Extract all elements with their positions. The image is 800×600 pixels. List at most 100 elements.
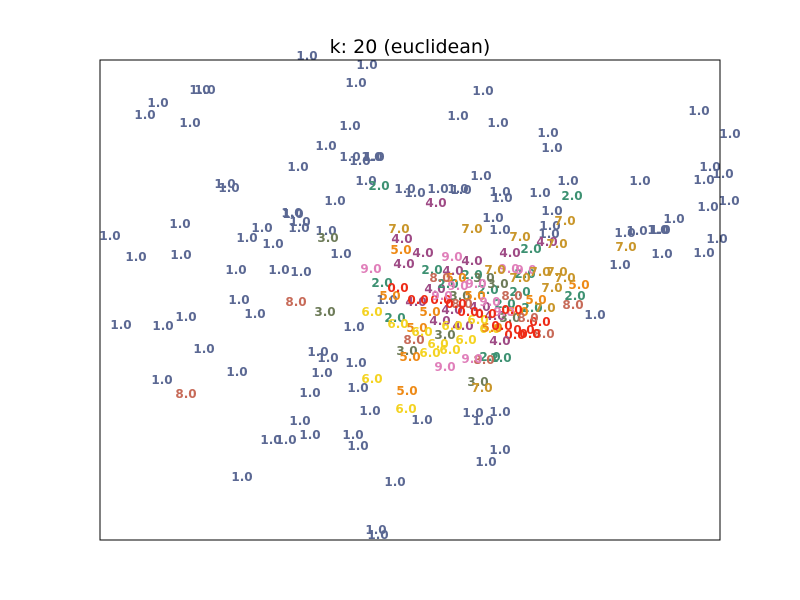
point-label: 7.0 — [615, 240, 636, 254]
point-label: 1.0 — [226, 365, 247, 379]
point-label: 1.0 — [169, 217, 190, 231]
point-label: 1.0 — [315, 224, 336, 238]
point-label: 8.0 — [429, 271, 450, 285]
point-label: 1.0 — [299, 386, 320, 400]
point-label: 1.0 — [147, 96, 168, 110]
point-label: 1.0 — [489, 185, 510, 199]
point-label: 7.0 — [471, 381, 492, 395]
point-label: 1.0 — [693, 173, 714, 187]
point-label: 7.0 — [461, 222, 482, 236]
point-label: 4.0 — [424, 282, 445, 296]
point-label: 7.0 — [509, 230, 530, 244]
point-label: 5.0 — [399, 350, 420, 364]
point-label: 1.0 — [125, 250, 146, 264]
point-label: 1.0 — [356, 58, 377, 72]
point-label: 1.0 — [718, 194, 739, 208]
point-label: 1.0 — [214, 177, 235, 191]
point-label: 1.0 — [228, 293, 249, 307]
point-label: 1.0 — [299, 428, 320, 442]
point-label: 1.0 — [538, 227, 559, 241]
point-label: 4.0 — [461, 254, 482, 268]
point-label: 1.0 — [491, 191, 512, 205]
point-label: 1.0 — [541, 141, 562, 155]
point-label: 3.0 — [473, 271, 494, 285]
point-label: 7.0 — [509, 271, 530, 285]
point-label: 4.0 — [489, 334, 510, 348]
point-label: 1.0 — [193, 342, 214, 356]
point-label: 1.0 — [342, 428, 363, 442]
point-label: 1.0 — [447, 182, 468, 196]
point-label: 3.0 — [467, 375, 488, 389]
point-label: 5.0 — [568, 278, 589, 292]
point-label: 4.0 — [425, 196, 446, 210]
point-label: 1.0 — [365, 523, 386, 537]
point-label: 1.0 — [355, 174, 376, 188]
point-label: 4.0 — [405, 295, 426, 309]
point-label: 2.0 — [514, 267, 535, 281]
point-label: 3.0 — [396, 344, 417, 358]
point-label: 7.0 — [554, 214, 575, 228]
plot-area — [100, 60, 720, 540]
point-label: 9.0 — [461, 352, 482, 366]
point-label: 7.0 — [388, 222, 409, 236]
point-label: 1.0 — [359, 404, 380, 418]
point-label: 6.0 — [439, 343, 460, 357]
point-label: 1.0 — [557, 174, 578, 188]
point-label: 0.0 — [513, 323, 534, 337]
point-label: 1.0 — [626, 224, 647, 238]
point-label: 1.0 — [629, 174, 650, 188]
point-label: 5.0 — [406, 321, 427, 335]
point-label: 7.0 — [541, 281, 562, 295]
point-label: 1.0 — [268, 263, 289, 277]
point-label: 3.0 — [314, 305, 335, 319]
point-label: 9.0 — [515, 263, 536, 277]
point-label: 4.0 — [412, 246, 433, 260]
point-label: 1.0 — [411, 413, 432, 427]
point-label: 1.0 — [475, 455, 496, 469]
point-label: 2.0 — [437, 277, 458, 291]
point-label: 1.0 — [236, 231, 257, 245]
point-label: 1.0 — [134, 108, 155, 122]
point-label: 2.0 — [461, 268, 482, 282]
point-label: 1.0 — [482, 211, 503, 225]
point-label: 4.0 — [469, 300, 490, 314]
point-label: 6.0 — [361, 305, 382, 319]
point-label: 6.0 — [387, 317, 408, 331]
point-label: 4.0 — [442, 264, 463, 278]
point-label: 9.0 — [431, 289, 452, 303]
point-label: 0.0 — [445, 297, 466, 311]
point-label: 1.0 — [290, 265, 311, 279]
point-label: 2.0 — [494, 297, 515, 311]
point-label: 1.0 — [541, 204, 562, 218]
point-label: 5.0 — [379, 289, 400, 303]
point-label: 1.0 — [489, 405, 510, 419]
point-label: 2.0 — [479, 350, 500, 364]
point-label: 9.0 — [360, 262, 381, 276]
point-label: 0.0 — [529, 315, 550, 329]
point-label: 1.0 — [609, 258, 630, 272]
point-label: 1.0 — [706, 232, 727, 246]
point-label: 8.0 — [562, 298, 583, 312]
point-label: 1.0 — [472, 414, 493, 428]
point-label: 6.0 — [411, 325, 432, 339]
point-label: 1.0 — [649, 223, 670, 237]
point-label: 1.0 — [287, 160, 308, 174]
point-label: 1.0 — [719, 127, 740, 141]
point-label: 9.0 — [441, 250, 462, 264]
point-label: 1.0 — [489, 443, 510, 457]
point-label: 2.0 — [509, 285, 530, 299]
point-label: 1.0 — [260, 433, 281, 447]
point-label: 5.0 — [396, 384, 417, 398]
point-label: 2.0 — [520, 242, 541, 256]
point-label: 1.0 — [311, 366, 332, 380]
point-label: 5.0 — [481, 321, 502, 335]
point-label: 1.0 — [472, 84, 493, 98]
point-label: 2.0 — [421, 263, 442, 277]
point-label: 1.0 — [697, 200, 718, 214]
point-label: 4.0 — [441, 303, 462, 317]
point-label: 1.0 — [647, 223, 668, 237]
point-label: 1.0 — [307, 345, 328, 359]
point-label: 9.0 — [498, 262, 519, 276]
point-label: 1.0 — [345, 76, 366, 90]
